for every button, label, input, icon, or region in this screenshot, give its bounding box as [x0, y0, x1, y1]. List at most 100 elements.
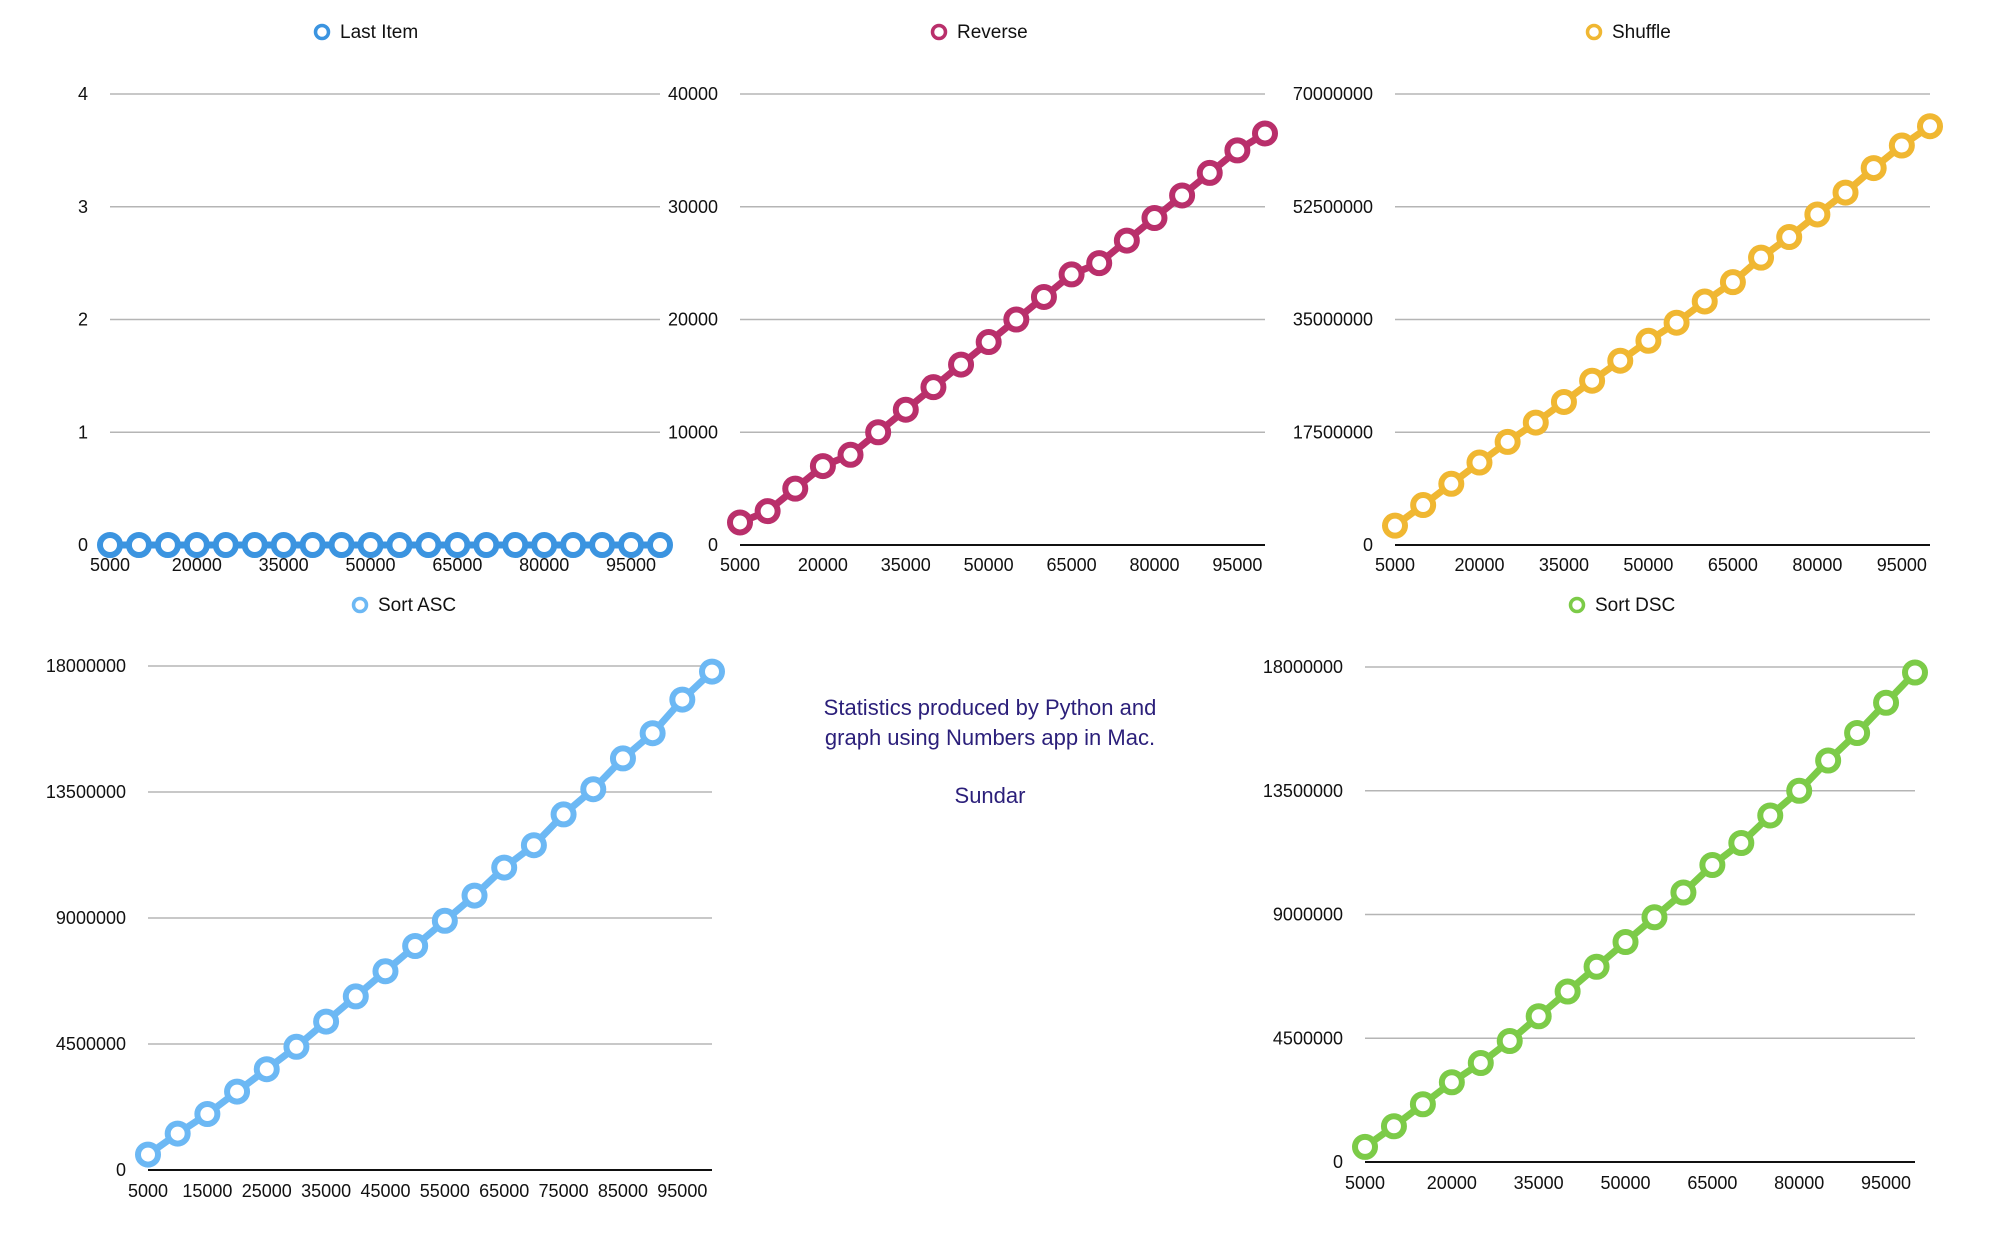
data-point: [1635, 327, 1662, 354]
y-tick-label: 4: [78, 84, 88, 104]
annotation-note: Statistics produced by Python and graph …: [780, 693, 1200, 811]
data-point: [1030, 283, 1057, 310]
y-tick-label: 13500000: [1263, 781, 1343, 801]
data-point: [1224, 137, 1251, 164]
y-tick-label: 3: [78, 197, 88, 217]
data-point: [1641, 904, 1668, 931]
x-tick-label: 80000: [1792, 555, 1842, 575]
legend-label: Sort ASC: [378, 595, 456, 616]
x-tick-label: 65000: [432, 555, 482, 575]
x-tick-label: 20000: [172, 555, 222, 575]
data-point: [357, 532, 384, 558]
y-tick-label: 70000000: [1293, 84, 1373, 104]
data-point: [1583, 953, 1610, 980]
x-tick-label: 20000: [1454, 555, 1504, 575]
data-point: [1086, 250, 1113, 277]
data-point: [1815, 747, 1842, 774]
x-tick-label: 5000: [1375, 555, 1415, 575]
data-point: [727, 509, 753, 536]
data-point: [699, 658, 725, 685]
note-line-1: Statistics produced by Python and: [823, 695, 1157, 720]
data-point: [1699, 852, 1726, 878]
data-point: [212, 532, 239, 558]
x-tick-label: 50000: [1623, 555, 1673, 575]
data-point: [224, 1078, 251, 1105]
data-point: [1917, 113, 1943, 140]
data-point: [1804, 201, 1831, 228]
y-tick-label: 52500000: [1293, 197, 1373, 217]
data-point: [1612, 929, 1639, 955]
data-point: [1494, 428, 1521, 455]
data-point: [865, 419, 892, 446]
data-point: [647, 532, 673, 558]
legend-label: Last Item: [340, 22, 418, 43]
data-point: [1522, 409, 1549, 436]
legend-label: Sort DSC: [1595, 595, 1675, 616]
data-point: [1496, 1028, 1523, 1054]
data-point: [502, 532, 529, 558]
data-point: [1719, 269, 1746, 296]
data-point: [1058, 261, 1085, 288]
x-tick-label: 5000: [90, 555, 130, 575]
legend-label: Reverse: [957, 22, 1028, 43]
data-point: [1832, 179, 1859, 206]
data-point: [342, 983, 369, 1010]
data-point: [1748, 244, 1775, 271]
data-point: [782, 475, 809, 502]
y-tick-label: 1: [78, 422, 88, 442]
data-point: [386, 532, 413, 558]
y-tick-label: 18000000: [1263, 657, 1343, 677]
x-tick-label: 35000: [881, 555, 931, 575]
y-tick-label: 35000000: [1293, 310, 1373, 330]
x-tick-label: 5000: [720, 555, 760, 575]
data-point: [892, 396, 919, 423]
x-tick-label: 80000: [1774, 1173, 1824, 1193]
y-tick-label: 4500000: [56, 1034, 126, 1054]
data-point: [313, 1008, 340, 1035]
x-tick-label: 15000: [182, 1181, 232, 1201]
data-point: [1466, 449, 1493, 476]
x-tick-label: 45000: [360, 1181, 410, 1201]
data-point: [580, 776, 607, 803]
x-tick-label: 65000: [1708, 555, 1758, 575]
legend-marker: [313, 23, 331, 41]
y-tick-label: 0: [1363, 535, 1373, 555]
legend-marker: [351, 596, 369, 614]
y-tick-label: 20000: [668, 310, 718, 330]
x-tick-label: 55000: [420, 1181, 470, 1201]
data-point: [1691, 288, 1718, 315]
data-point: [609, 745, 636, 772]
data-point: [837, 441, 864, 468]
x-tick-label: 95000: [1877, 555, 1927, 575]
data-point: [1410, 492, 1437, 519]
data-point: [560, 532, 587, 558]
data-point: [1554, 978, 1581, 1005]
data-point: [241, 532, 268, 558]
data-point: [1141, 205, 1168, 232]
data-point: [1382, 512, 1408, 539]
x-tick-label: 50000: [345, 555, 395, 575]
data-point: [1550, 388, 1577, 415]
data-point: [520, 832, 547, 859]
data-point: [1467, 1050, 1494, 1076]
x-tick-label: 20000: [798, 555, 848, 575]
data-point: [1579, 367, 1606, 394]
x-tick-label: 25000: [242, 1181, 292, 1201]
data-point: [97, 532, 123, 558]
x-tick-label: 95000: [1861, 1173, 1911, 1193]
data-point: [1196, 159, 1223, 186]
data-point: [550, 801, 577, 828]
data-point: [431, 907, 458, 934]
data-point: [461, 882, 488, 909]
y-tick-label: 18000000: [46, 656, 126, 676]
x-tick-label: 85000: [598, 1181, 648, 1201]
data-point: [1003, 306, 1030, 333]
note-line-2: graph using Numbers app in Mac.: [824, 725, 1156, 750]
y-tick-label: 0: [1333, 1152, 1343, 1172]
data-point: [135, 1141, 161, 1168]
x-tick-label: 35000: [301, 1181, 351, 1201]
